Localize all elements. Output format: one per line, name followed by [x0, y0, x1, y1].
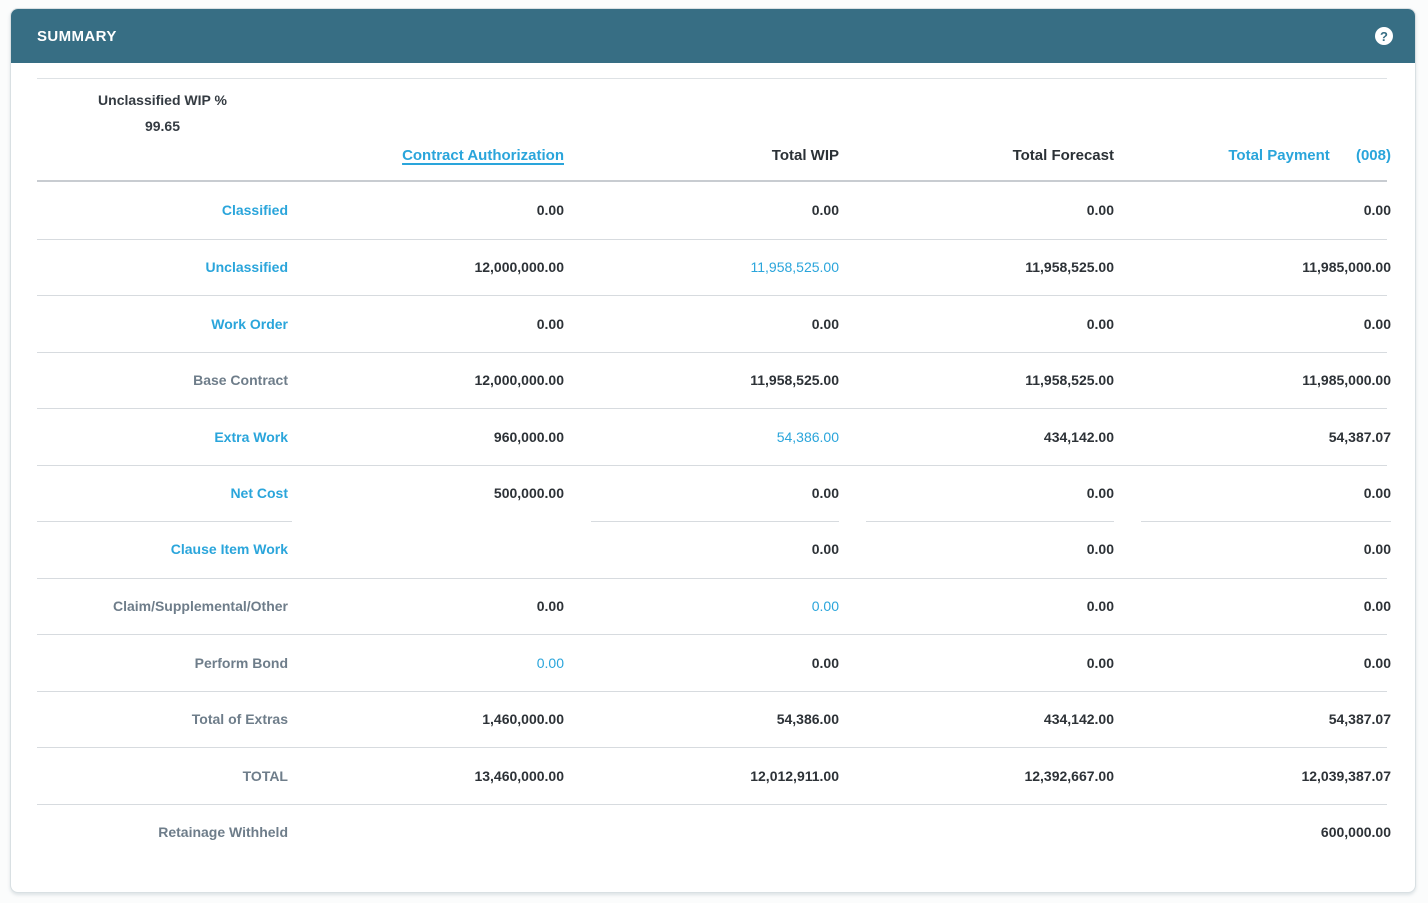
cell-value: 600,000.00 — [1320, 824, 1391, 841]
row-total: TOTAL 13,460,000.00 12,012,911.00 12,392… — [37, 747, 1391, 804]
row-perform-bond: Perform Bond 0.00 0.00 0.00 0.00 — [37, 634, 1391, 691]
cell-value: 0.00 — [839, 466, 1114, 522]
cell-value[interactable]: 54,386.00 — [776, 428, 839, 445]
cell-value: 0.00 — [1363, 654, 1391, 671]
cell-value: 12,039,387.07 — [1301, 767, 1391, 784]
cell-value: 0.00 — [811, 541, 839, 558]
row-base-contract: Base Contract 12,000,000.00 11,958,525.0… — [37, 351, 1391, 409]
panel-header: SUMMARY ? — [11, 9, 1415, 63]
cell-value: 54,387.07 — [1328, 711, 1391, 728]
column-header-contract-authorization[interactable]: Contract Authorization — [402, 147, 564, 164]
row-label: Perform Bond — [194, 654, 288, 671]
cell-value: 0.00 — [1363, 202, 1391, 219]
row-label: Base Contract — [193, 372, 288, 389]
row-label[interactable]: Unclassified — [205, 259, 288, 276]
unclassified-wip-value: 99.65 — [144, 118, 181, 134]
row-classified: Classified 0.00 0.00 0.00 0.00 — [37, 182, 1391, 239]
row-claim-supplemental-other: Claim/Supplemental/Other 0.00 0.00 0.00 … — [37, 577, 1391, 635]
cell-value: 500,000.00 — [493, 485, 564, 502]
row-label: Retainage Withheld — [158, 824, 288, 841]
cell-value[interactable]: 11,958,525.00 — [750, 259, 840, 276]
cell-value: 11,985,000.00 — [1302, 259, 1391, 276]
panel-title: SUMMARY — [37, 27, 117, 45]
cell-value — [839, 805, 1114, 861]
cell-value: 11,958,525.00 — [1025, 372, 1114, 389]
cell-value: 0.00 — [1086, 654, 1114, 671]
cell-value — [564, 805, 839, 861]
cell-value[interactable]: 0.00 — [536, 654, 564, 671]
cell-value — [288, 521, 564, 578]
cell-value: 12,000,000.00 — [474, 372, 564, 389]
row-retainage-withheld: Retainage Withheld 600,000.00 — [37, 803, 1391, 861]
cell-value: 0.00 — [1114, 466, 1391, 522]
total-payment-label[interactable]: Total Payment — [1228, 147, 1330, 164]
cell-value: 434,142.00 — [1043, 428, 1114, 445]
cell-value: 11,958,525.00 — [1025, 259, 1114, 276]
cell-value — [288, 805, 564, 861]
cell-value: 13,460,000.00 — [474, 767, 564, 784]
cell-value: 0.00 — [536, 598, 564, 615]
row-label: Claim/Supplemental/Other — [112, 598, 288, 615]
row-label: TOTAL — [242, 767, 288, 784]
row-extra-work: Extra Work 960,000.00 54,386.00 434,142.… — [37, 408, 1391, 465]
row-label[interactable]: Extra Work — [214, 428, 288, 445]
cell-value: 0.00 — [536, 202, 564, 219]
row-label[interactable]: Work Order — [211, 315, 288, 332]
cell-value: 0.00 — [811, 315, 839, 332]
row-label[interactable]: Net Cost — [37, 466, 292, 522]
row-total-of-extras: Total of Extras 1,460,000.00 54,386.00 4… — [37, 690, 1391, 748]
column-header-total-forecast: Total Forecast — [1012, 147, 1114, 164]
table-header-row: Unclassified WIP % 99.65 Contract Author… — [37, 78, 1391, 182]
cell-value: 11,985,000.00 — [1302, 372, 1391, 389]
summary-table: Unclassified WIP % 99.65 Contract Author… — [11, 63, 1415, 860]
cell-value: 960,000.00 — [493, 428, 564, 445]
cell-value: 0.00 — [1086, 202, 1114, 219]
cell-value: 12,012,911.00 — [750, 767, 839, 784]
row-clause-item-work: Clause Item Work 0.00 0.00 0.00 — [37, 521, 1391, 578]
cell-value: 0.00 — [1363, 315, 1391, 332]
cell-value: 1,460,000.00 — [482, 711, 564, 728]
row-work-order: Work Order 0.00 0.00 0.00 0.00 — [37, 295, 1391, 352]
cell-value: 0.00 — [1363, 598, 1391, 615]
row-label[interactable]: Classified — [221, 202, 288, 219]
cell-value: 54,387.07 — [1328, 428, 1391, 445]
unclassified-wip-kpi: Unclassified WIP % 99.65 — [37, 79, 288, 180]
column-header-total-wip: Total WIP — [771, 147, 839, 164]
row-net-cost: Net Cost 500,000.00 0.00 0.00 0.00 — [37, 464, 1391, 522]
total-payment-code[interactable]: (008) — [1355, 147, 1391, 164]
column-header-total-payment[interactable]: Total Payment (008) — [1114, 147, 1391, 180]
cell-value[interactable]: 0.00 — [811, 598, 839, 615]
row-label[interactable]: Clause Item Work — [170, 541, 288, 558]
cell-value: 434,142.00 — [1043, 711, 1114, 728]
cell-value: 0.00 — [564, 466, 839, 522]
cell-value: 0.00 — [811, 202, 839, 219]
cell-value: 0.00 — [1086, 598, 1114, 615]
cell-value: 0.00 — [536, 315, 564, 332]
cell-value: 54,386.00 — [776, 711, 839, 728]
help-icon[interactable]: ? — [1375, 27, 1393, 45]
cell-value: 11,958,525.00 — [750, 372, 839, 389]
cell-value: 0.00 — [1086, 315, 1114, 332]
cell-value: 0.00 — [811, 654, 839, 671]
summary-panel: SUMMARY ? Unclassified WIP % 99.65 Contr… — [10, 8, 1416, 893]
cell-value: 0.00 — [1086, 541, 1114, 558]
row-label: Total of Extras — [191, 711, 288, 728]
cell-value: 0.00 — [1363, 541, 1391, 558]
unclassified-wip-label: Unclassified WIP % — [98, 92, 227, 108]
row-unclassified: Unclassified 12,000,000.00 11,958,525.00… — [37, 238, 1391, 296]
cell-value: 12,000,000.00 — [474, 259, 564, 276]
cell-value: 12,392,667.00 — [1024, 767, 1114, 784]
